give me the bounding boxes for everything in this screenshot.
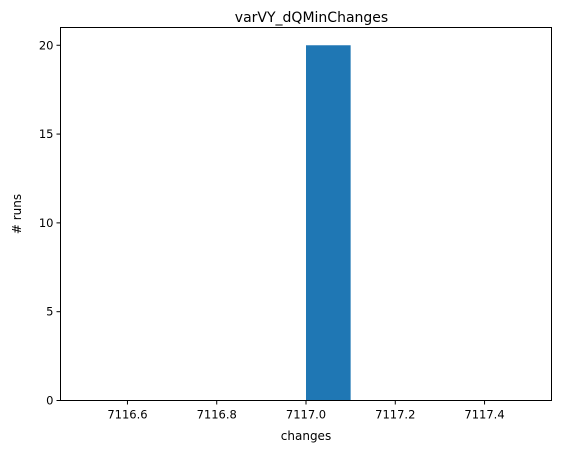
y-tick-label: 10 — [39, 216, 54, 230]
y-tick-label: 20 — [39, 38, 54, 52]
bars-group — [306, 45, 351, 401]
y-axis-ticks: 0 5 10 15 20 — [39, 38, 61, 408]
y-tick-label: 5 — [46, 305, 53, 319]
x-tick-label: 7116.6 — [107, 408, 147, 422]
x-tick-label: 7117.2 — [375, 408, 415, 422]
y-tick-label: 15 — [39, 127, 54, 141]
x-tick-label: 7117.0 — [286, 408, 326, 422]
chart-title: varVY_dQMinChanges — [235, 10, 388, 26]
histogram-bar — [306, 45, 351, 401]
y-axis-label: # runs — [10, 194, 24, 234]
x-tick-label: 7117.4 — [464, 408, 504, 422]
plot-area-frame — [60, 27, 552, 401]
x-axis-label: changes — [281, 429, 331, 443]
x-tick-label: 7116.8 — [197, 408, 237, 422]
x-axis-ticks: 7116.6 7116.8 7117.0 7117.2 7117.4 — [107, 400, 505, 422]
y-tick-label: 0 — [46, 394, 53, 408]
